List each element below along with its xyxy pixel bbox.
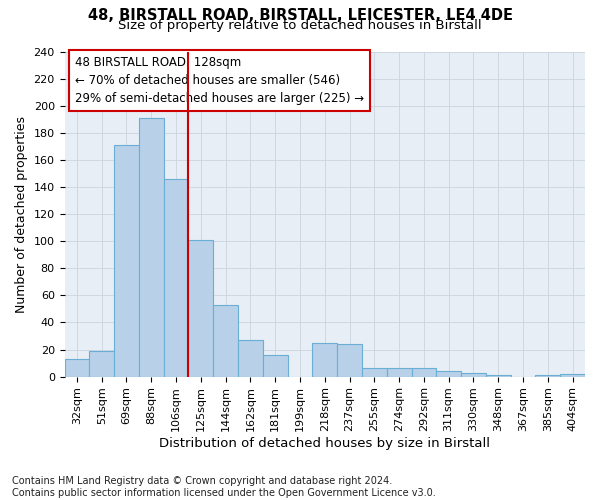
Text: 48, BIRSTALL ROAD, BIRSTALL, LEICESTER, LE4 4DE: 48, BIRSTALL ROAD, BIRSTALL, LEICESTER, … [88,8,512,22]
Bar [263,355,287,376]
Bar [436,371,461,376]
Bar [535,375,560,376]
Bar [164,179,188,376]
Bar [65,359,89,376]
Text: 48 BIRSTALL ROAD: 128sqm
← 70% of detached houses are smaller (546)
29% of semi-: 48 BIRSTALL ROAD: 128sqm ← 70% of detach… [75,56,364,106]
Bar [139,118,164,376]
Bar [560,374,585,376]
Bar [486,375,511,376]
Text: Size of property relative to detached houses in Birstall: Size of property relative to detached ho… [118,19,482,32]
Bar [238,340,263,376]
Bar [114,145,139,376]
Bar [337,344,362,376]
Bar [89,351,114,376]
Bar [412,368,436,376]
Bar [188,240,213,376]
X-axis label: Distribution of detached houses by size in Birstall: Distribution of detached houses by size … [159,437,490,450]
Text: Contains HM Land Registry data © Crown copyright and database right 2024.
Contai: Contains HM Land Registry data © Crown c… [12,476,436,498]
Bar [461,372,486,376]
Y-axis label: Number of detached properties: Number of detached properties [15,116,28,312]
Bar [313,342,337,376]
Bar [362,368,387,376]
Bar [213,305,238,376]
Bar [387,368,412,376]
